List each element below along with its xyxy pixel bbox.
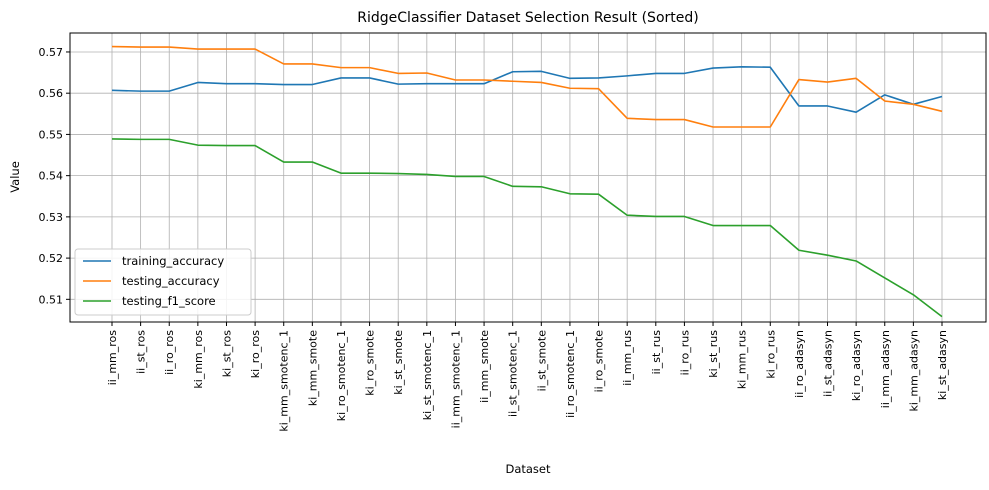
- x-axis-title: Dataset: [505, 462, 551, 476]
- x-tick-label: ii_mm_smotenc_1: [449, 330, 462, 428]
- legend-box: [74, 248, 252, 316]
- series-line-training-accuracy: [111, 66, 943, 113]
- y-tick-label: 0.57: [39, 46, 64, 59]
- x-tick-label: ki_mm_adasyn: [907, 330, 920, 412]
- x-tick-label: ki_st_smote: [392, 330, 405, 395]
- x-tick-label: ii_st_smotenc_1: [507, 330, 520, 417]
- y-tick-label: 0.56: [39, 87, 64, 100]
- x-tick-label: ki_ro_smote: [364, 330, 377, 396]
- legend-label: training_accuracy: [122, 254, 224, 268]
- x-tick-label: ii_mm_ros: [106, 330, 119, 386]
- x-tick-label: ki_st_smotenc_1: [421, 330, 434, 420]
- x-tick-label: ki_mm_smotenc_1: [278, 330, 291, 432]
- chart-title: RidgeClassifier Dataset Selection Result…: [357, 10, 698, 26]
- x-tick-label: ki_ro_smotenc_1: [335, 330, 348, 421]
- x-tick-label: ki_st_rus: [707, 330, 720, 378]
- y-axis: 0.51 0.52 0.53 0.54 0.55 0.56 0.57: [39, 46, 70, 306]
- x-tick-label: ii_ro_adasyn: [793, 330, 806, 398]
- x-tick-label: ii_st_ros: [135, 330, 148, 374]
- x-tick-label: ki_mm_rus: [736, 330, 749, 389]
- x-tick-label: ii_st_rus: [650, 330, 663, 375]
- x-tick-label: ki_mm_smote: [306, 330, 319, 406]
- x-tick-label: ki_mm_ros: [192, 330, 205, 389]
- x-tick-label: ii_ro_smotenc_1: [564, 330, 577, 418]
- x-tick-label: ki_ro_ros: [249, 330, 262, 378]
- plot-frame: [69, 32, 987, 323]
- x-tick-label: ki_st_ros: [220, 330, 233, 377]
- y-axis-title: Value: [8, 161, 22, 193]
- series-lines: [111, 45, 943, 318]
- y-tick-label: 0.51: [39, 293, 64, 306]
- legend-label: testing_accuracy: [122, 274, 220, 288]
- x-tick-label: ii_ro_ros: [163, 330, 176, 375]
- series-line-testing-accuracy: [111, 45, 943, 128]
- x-tick-label: ki_ro_rus: [764, 330, 777, 379]
- x-tick-label: ii_mm_smote: [478, 330, 491, 403]
- x-tick-label: ii_mm_rus: [621, 330, 634, 386]
- x-tick-label: ki_st_adasyn: [936, 330, 949, 400]
- x-axis: ii_mm_ros ii_st_ros ii_ro_ros ki_mm_ros ki_s…: [106, 322, 949, 432]
- series-line-testing-f1-score: [111, 138, 943, 318]
- legend: training_accuracy testing_accuracytesting…: [74, 248, 252, 316]
- x-tick-label: ki_ro_adasyn: [850, 330, 863, 401]
- y-tick-label: 0.54: [39, 170, 64, 183]
- x-tick-label: ii_st_smote: [535, 330, 548, 392]
- y-tick-label: 0.52: [39, 252, 64, 265]
- y-tick-label: 0.55: [39, 128, 64, 141]
- x-tick-label: ii_st_adasyn: [822, 330, 835, 397]
- legend-label: testing_f1_score: [122, 294, 216, 308]
- x-tick-label: ii_mm_adasyn: [879, 330, 892, 408]
- x-tick-label: ii_ro_rus: [678, 330, 691, 376]
- x-tick-label: ii_ro_smote: [593, 330, 606, 393]
- y-tick-label: 0.53: [39, 211, 64, 224]
